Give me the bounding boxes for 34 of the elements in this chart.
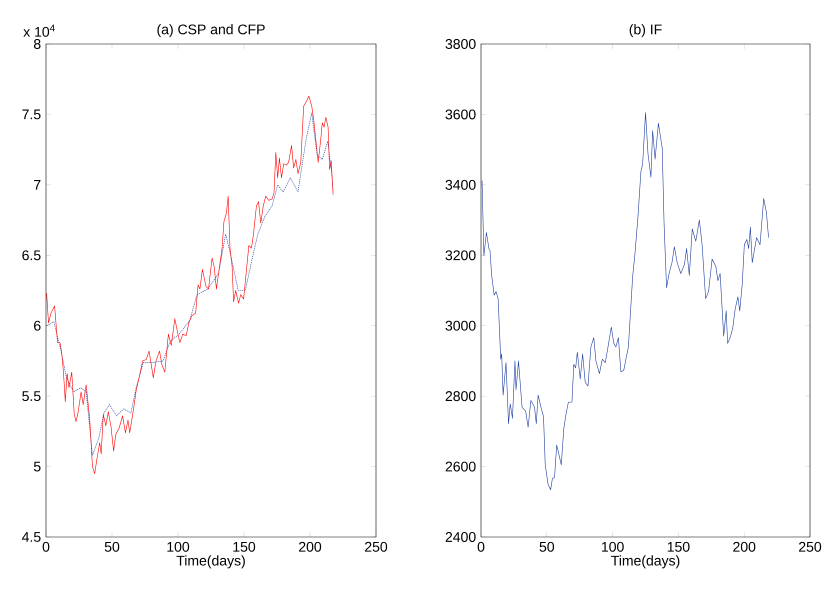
y-tick-label: 5.5 — [22, 391, 41, 402]
x-tick-label: 150 — [233, 542, 256, 552]
y-tick-label: 5 — [34, 462, 41, 472]
x-tick-label: 100 — [602, 542, 624, 552]
y-tick-label: 8 — [34, 39, 41, 49]
y-tick-label: 3600 — [446, 109, 476, 120]
x-tick-label: 0 — [42, 542, 50, 552]
y-tick-label: 3000 — [446, 320, 476, 331]
y-tick-label: 6 — [34, 320, 41, 331]
chart-title: (b) IF — [630, 24, 662, 38]
x-tick-label: 250 — [365, 542, 388, 552]
y-tick-label: 3800 — [446, 39, 476, 49]
line-series — [482, 112, 769, 490]
y-tick-label: 2400 — [446, 532, 476, 542]
x-tick-label: 100 — [167, 542, 190, 552]
x-tick-label: 200 — [299, 542, 322, 552]
x-tick-label: 250 — [799, 542, 822, 552]
x-tick-label: 200 — [733, 542, 756, 552]
y-tick-label: 3200 — [446, 250, 476, 260]
y-tick-label: 7.5 — [22, 110, 41, 120]
x-tick-label: 150 — [668, 542, 690, 552]
text: x 10$^{4}$ — [23, 24, 55, 37]
x-tick-label: 0 — [478, 542, 484, 552]
chart-title: (a) CSP and CFP — [157, 24, 265, 38]
x-tick-label: 50 — [104, 542, 120, 552]
y-tick-label: 4.5 — [22, 532, 41, 542]
y-tick-label: 6.5 — [22, 250, 41, 260]
y-tick-label: 7 — [34, 180, 40, 190]
y-tick-label: 3400 — [446, 180, 476, 190]
y-tick-label: 2600 — [446, 462, 476, 472]
y-tick-label: 2800 — [446, 391, 476, 402]
x-axis-title: Time(days) — [176, 555, 245, 568]
x-tick-label: 50 — [540, 542, 554, 552]
x-axis-title: Time(days) — [611, 555, 680, 568]
